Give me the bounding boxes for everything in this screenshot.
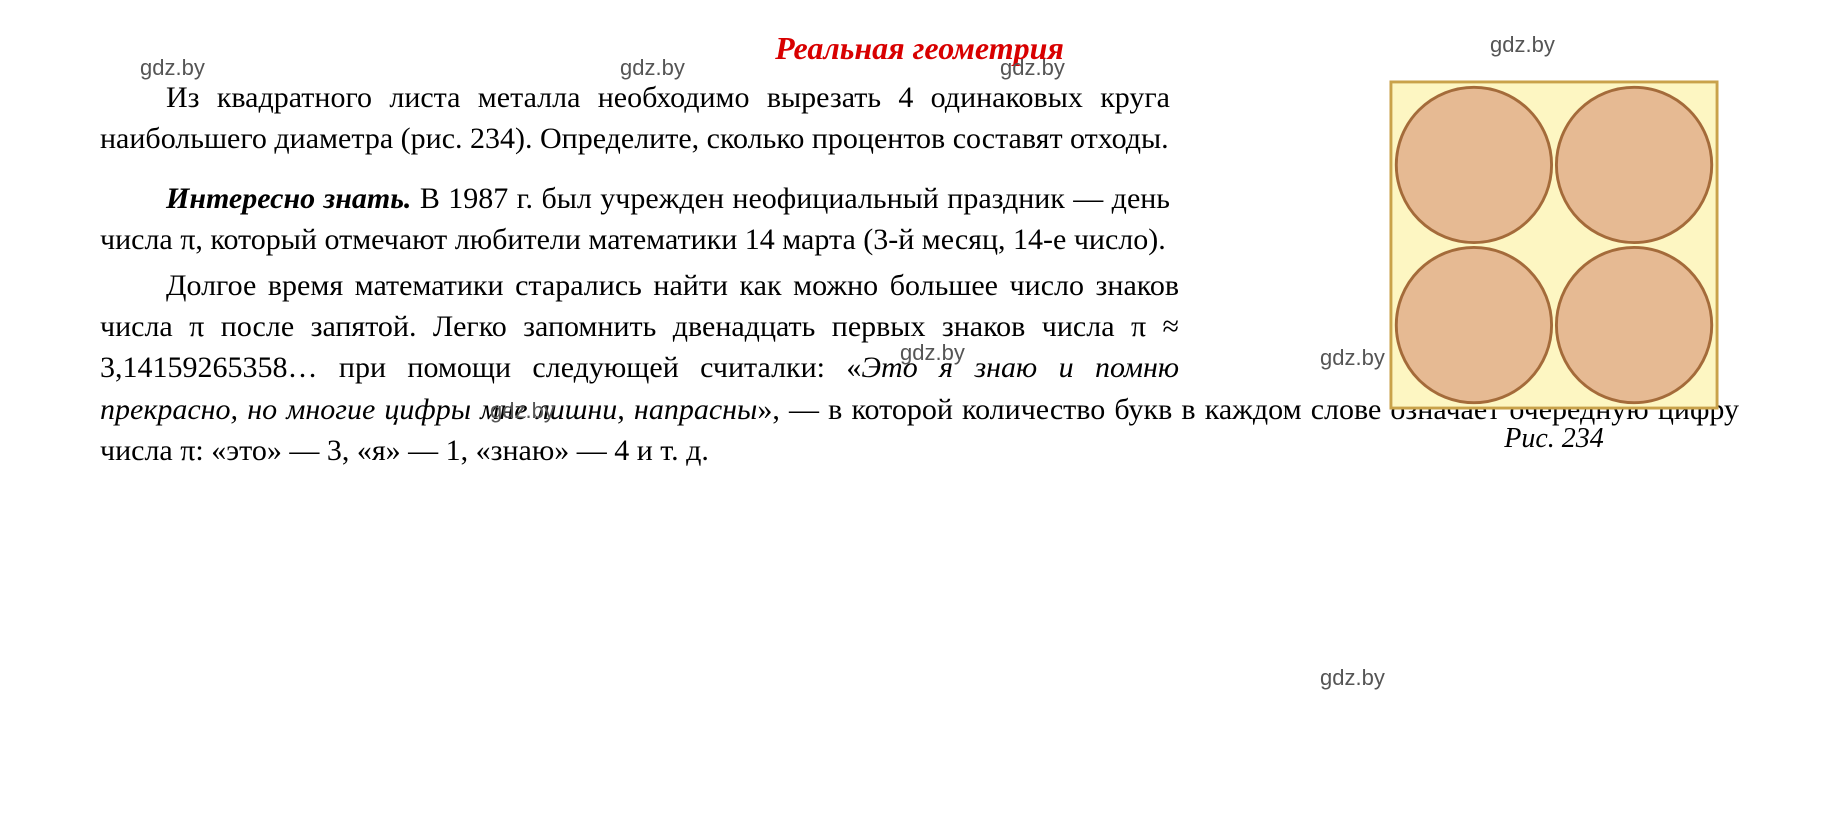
figure-234-caption: Рис. 234 xyxy=(1379,423,1729,455)
page: Реальная геометрия gdz.bygdz.bygdz.bygdz… xyxy=(0,0,1839,822)
paragraph-interesting: Интересно знать. В 1987 г. был учрежден … xyxy=(100,178,1170,261)
section-title: Реальная геометрия xyxy=(100,30,1739,67)
lead-interesting: Интересно знать. xyxy=(166,182,411,215)
watermark: gdz.by xyxy=(1320,665,1385,691)
figure-circle xyxy=(1396,247,1551,402)
text-column-narrow: Из квадратного листа металла необходимо … xyxy=(100,77,1170,261)
figure-234-svg xyxy=(1389,80,1719,410)
paragraph-gap xyxy=(100,160,1170,178)
figure-circle xyxy=(1556,247,1711,402)
figure-234: Рис. 234 xyxy=(1379,80,1729,455)
figure-circle xyxy=(1396,87,1551,242)
figure-circle xyxy=(1556,87,1711,242)
paragraph-problem: Из квадратного листа металла необходимо … xyxy=(100,77,1170,160)
